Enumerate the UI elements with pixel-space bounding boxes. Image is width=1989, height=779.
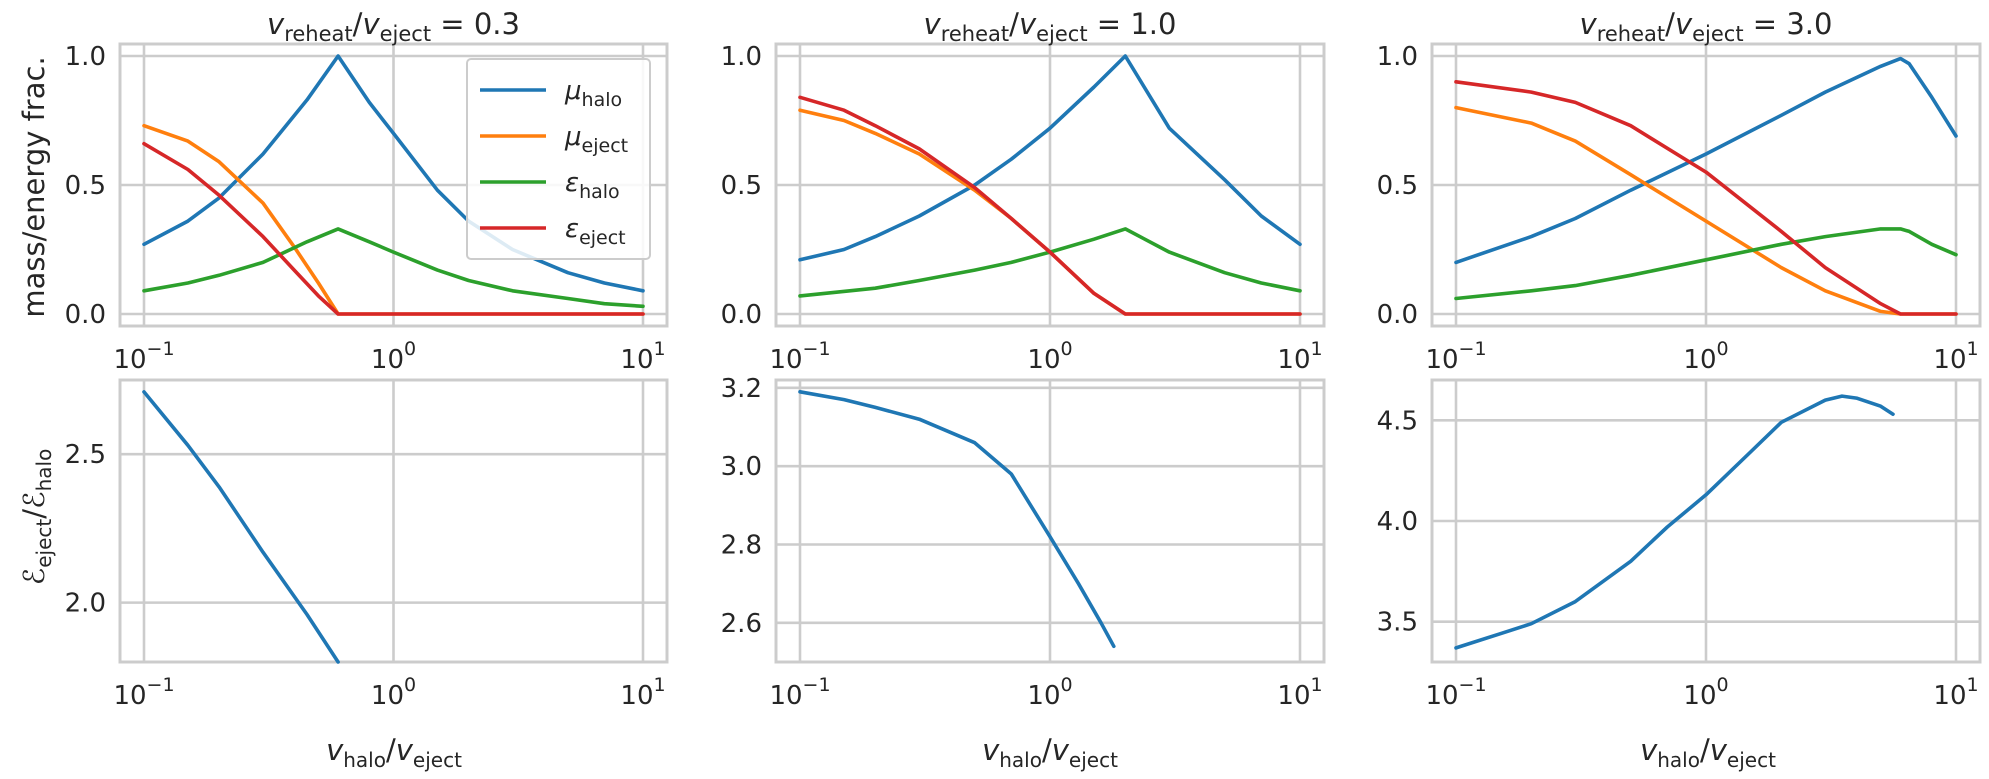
y-tick-label: 1.0 [721,42,762,72]
series-line-mu-halo [1454,394,1895,650]
panel-4: 10−1 100 101 2.0 2.5 [65,378,669,711]
x-tick-label: 100 [1027,674,1072,711]
y-tick-label: 4.5 [1377,406,1418,436]
y-tick-label: 0.5 [721,171,762,201]
x-tick-label: 101 [620,338,665,375]
x-tick-label: 100 [371,674,416,711]
xlabel-col2: vhalo/veject [982,733,1118,772]
x-tick-label: 101 [620,674,665,711]
x-tick-label: 101 [1277,338,1322,375]
x-tick-label: 10−1 [1425,338,1486,375]
x-tick-label: 100 [1683,674,1728,711]
panel-6: 10−1 100 101 3.5 4.0 4.5 [1377,378,1982,711]
series-line-eps-eject [142,141,645,316]
bottom-ylabel-den-sub: halo [32,449,56,492]
panel-title: vreheat/veject = 3.0 [1580,7,1833,46]
panel-title: vreheat/veject = 0.3 [267,7,520,46]
x-tick-label: 100 [1027,338,1072,375]
x-tick-label: 10−1 [1425,674,1486,711]
legend-label: εeject [565,214,626,249]
x-tick-label: 100 [1683,338,1728,375]
axes-frame [774,42,1326,328]
legend-label: μeject [564,122,628,157]
axes-frame [1430,42,1982,328]
series-line-mu-halo [142,390,340,664]
series-line-mu-halo [798,390,1116,649]
top-ylabel: mass/energy frac. [17,56,51,317]
x-tick-label: 10−1 [769,338,830,375]
xlabel-col1: vhalo/veject [326,733,462,772]
legend-items: μhalo μeject εhalo εeject [480,76,628,249]
x-tick-label: 100 [371,338,416,375]
series-line-eps-halo [142,227,645,309]
y-tick-label: 2.0 [65,589,106,619]
y-tick-label: 2.6 [721,609,762,639]
series-line-mu-eject [1454,105,1958,316]
y-tick-label: 3.2 [721,374,762,404]
y-tick-label: 3.5 [1377,608,1418,638]
y-tick-label: 2.8 [721,531,762,561]
axes-frame [118,378,669,664]
legend-box [466,58,651,260]
x-tick-label: 10−1 [113,674,174,711]
bottom-ylabel-num-sub: eject [32,519,56,568]
panel-5: 10−1 100 101 2.6 2.8 3.0 3.2 [721,374,1326,711]
x-tick-label: 101 [1933,338,1978,375]
xlabel-col3: vhalo/veject [1640,733,1776,772]
y-tick-label: 0.5 [65,171,106,201]
bottom-ylabel-slash: / [17,509,51,519]
bottom-ylabel: ℰeject/ℰhalo [17,449,56,586]
panel-3: 10−1 100 101 0.0 0.5 1.0 vreheat/veject = 3.0 [1377,7,1982,375]
series-line-eps-eject [1454,80,1958,316]
y-tick-label: 2.5 [65,440,106,470]
x-tick-label: 101 [1277,674,1322,711]
series-line-mu-halo [798,54,1302,262]
legend-label: μhalo [564,76,622,111]
x-tick-label: 10−1 [769,674,830,711]
legend-label: εhalo [565,168,620,203]
series-line-mu-halo [1454,56,1958,265]
series-line-eps-halo [1454,227,1958,301]
y-tick-label: 1.0 [1377,42,1418,72]
axes-frame [1430,378,1982,664]
series-line-mu-halo [142,54,645,293]
bottom-ylabel-num: ℰ [17,568,51,586]
x-tick-label: 10−1 [113,338,174,375]
y-tick-label: 0.5 [1377,171,1418,201]
y-tick-label: 0.0 [65,300,106,330]
panels-group: 10−1 100 101 0.0 0.5 1.0 vreheat/veject = 0.3 1… [65,7,1982,711]
legend: μhalo μeject εhalo εeject [466,58,651,260]
axes-frame [118,42,669,328]
series-line-eps-halo [798,227,1302,298]
y-tick-label: 0.0 [1377,300,1418,330]
panel-title: vreheat/veject = 1.0 [924,7,1177,46]
y-tick-label: 3.0 [721,452,762,482]
panel-2: 10−1 100 101 0.0 0.5 1.0 vreheat/veject = 1.0 [721,7,1326,375]
axes-frame [774,378,1326,664]
x-tick-label: 101 [1933,674,1978,711]
series-line-eps-eject [798,95,1302,316]
y-tick-label: 4.0 [1377,507,1418,537]
bottom-ylabel-den: ℰ [17,491,51,509]
y-tick-label: 1.0 [65,42,106,72]
y-tick-label: 0.0 [721,300,762,330]
